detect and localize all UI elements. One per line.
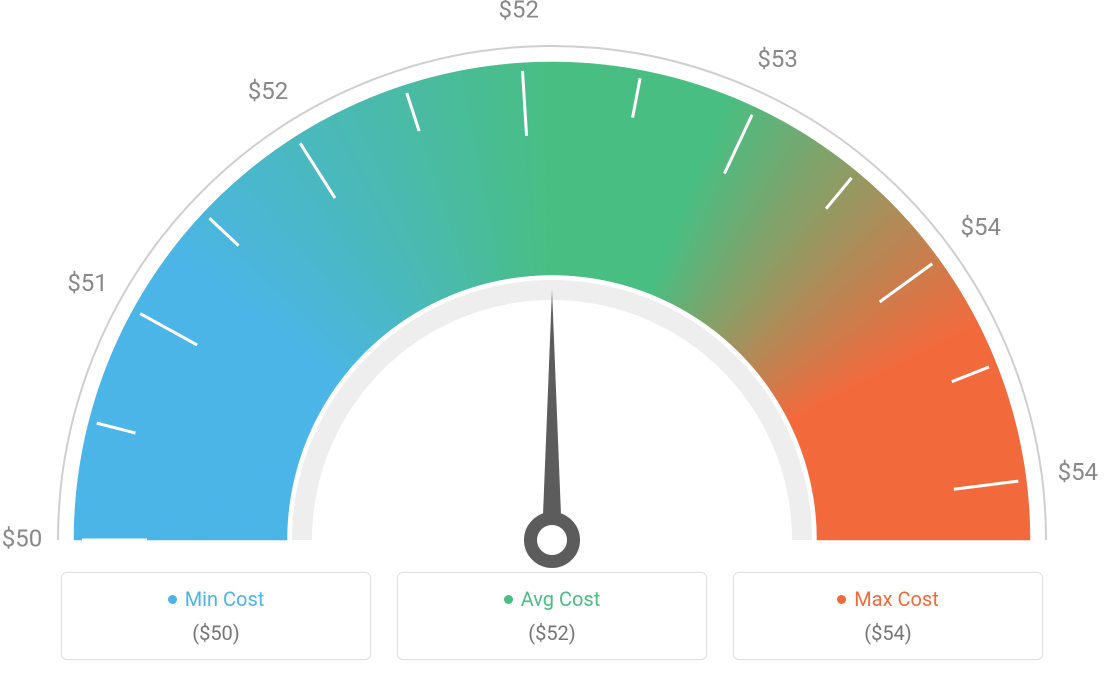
svg-text:$52: $52 <box>248 77 288 105</box>
legend-label-avg: Avg Cost <box>418 587 686 611</box>
legend-label-text-max: Max Cost <box>854 587 939 611</box>
legend-label-max: Max Cost <box>754 587 1022 611</box>
legend-value-min: ($50) <box>82 621 350 645</box>
legend-value-max: ($54) <box>754 621 1022 645</box>
gauge-chart: $50 $51 $52 $52 $53 $54 $54 <box>0 0 1104 570</box>
legend-label-text-min: Min Cost <box>185 587 265 611</box>
legend: Min Cost ($50) Avg Cost ($52) Max Cost (… <box>0 572 1104 660</box>
legend-dot-min <box>168 595 177 604</box>
legend-label-text-avg: Avg Cost <box>521 587 601 611</box>
legend-label-min: Min Cost <box>82 587 350 611</box>
legend-item-min: Min Cost ($50) <box>61 572 371 660</box>
legend-item-max: Max Cost ($54) <box>733 572 1043 660</box>
svg-text:$54: $54 <box>1058 458 1098 486</box>
legend-dot-avg <box>504 595 513 604</box>
legend-dot-max <box>837 595 846 604</box>
svg-text:$51: $51 <box>67 269 107 297</box>
svg-text:$54: $54 <box>961 213 1001 241</box>
gauge-container: $50 $51 $52 $52 $53 $54 $54 <box>0 0 1104 570</box>
svg-text:$50: $50 <box>2 524 42 552</box>
svg-text:$52: $52 <box>498 0 538 23</box>
svg-text:$53: $53 <box>757 45 797 73</box>
legend-item-avg: Avg Cost ($52) <box>397 572 707 660</box>
legend-value-avg: ($52) <box>418 621 686 645</box>
